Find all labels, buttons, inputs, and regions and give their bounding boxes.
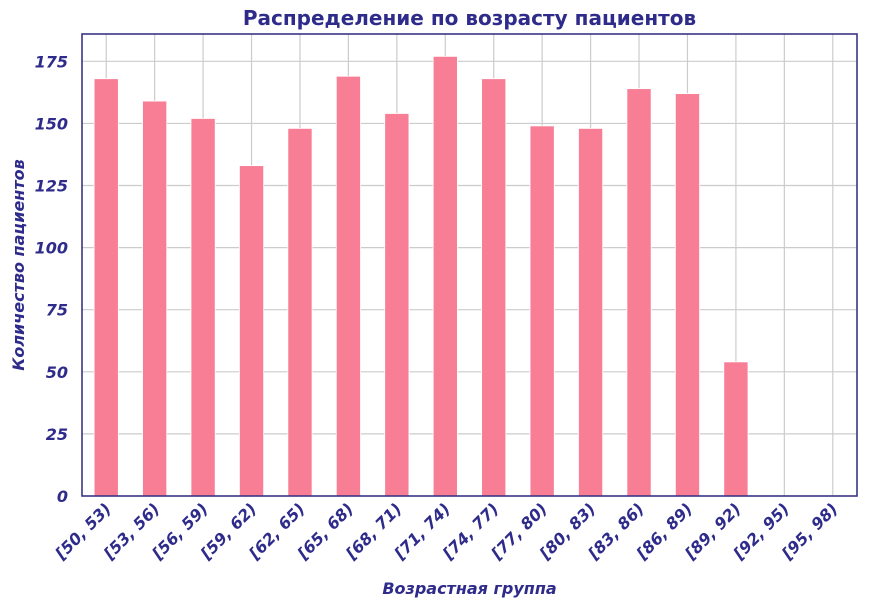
bar: [190, 118, 216, 497]
bar: [674, 93, 700, 497]
bar: [481, 78, 507, 497]
bar: [287, 127, 313, 497]
y-tick-label: 25: [46, 425, 68, 444]
x-tick-labels: [50, 53)[53, 56)[56, 59)[59, 62)[62, 65)…: [51, 499, 842, 563]
bar: [239, 165, 265, 497]
bar: [432, 55, 458, 497]
x-axis-label: Возрастная группа: [382, 579, 556, 598]
bar: [723, 361, 749, 497]
plot-frame: [81, 33, 858, 497]
y-tick-label: 175: [35, 52, 68, 71]
y-tick-label: 0: [57, 487, 68, 506]
chart-title: Распределение по возрасту пациентов: [243, 6, 696, 30]
bars: [93, 55, 749, 497]
bar: [529, 125, 555, 497]
bar: [578, 127, 604, 497]
y-tick-label: 75: [46, 301, 68, 320]
y-tick-label: 125: [35, 177, 68, 196]
bar: [384, 113, 410, 497]
y-tick-label: 150: [35, 114, 68, 133]
bar: [335, 75, 361, 497]
bar: [93, 78, 119, 497]
y-tick-label: 50: [46, 363, 68, 382]
y-tick-labels: 0 25 50 75 100 125 150 175: [35, 52, 68, 506]
bar: [626, 88, 652, 497]
y-axis-label: Количество пациентов: [9, 159, 28, 371]
bar: [142, 100, 168, 497]
y-tick-label: 100: [35, 239, 68, 258]
